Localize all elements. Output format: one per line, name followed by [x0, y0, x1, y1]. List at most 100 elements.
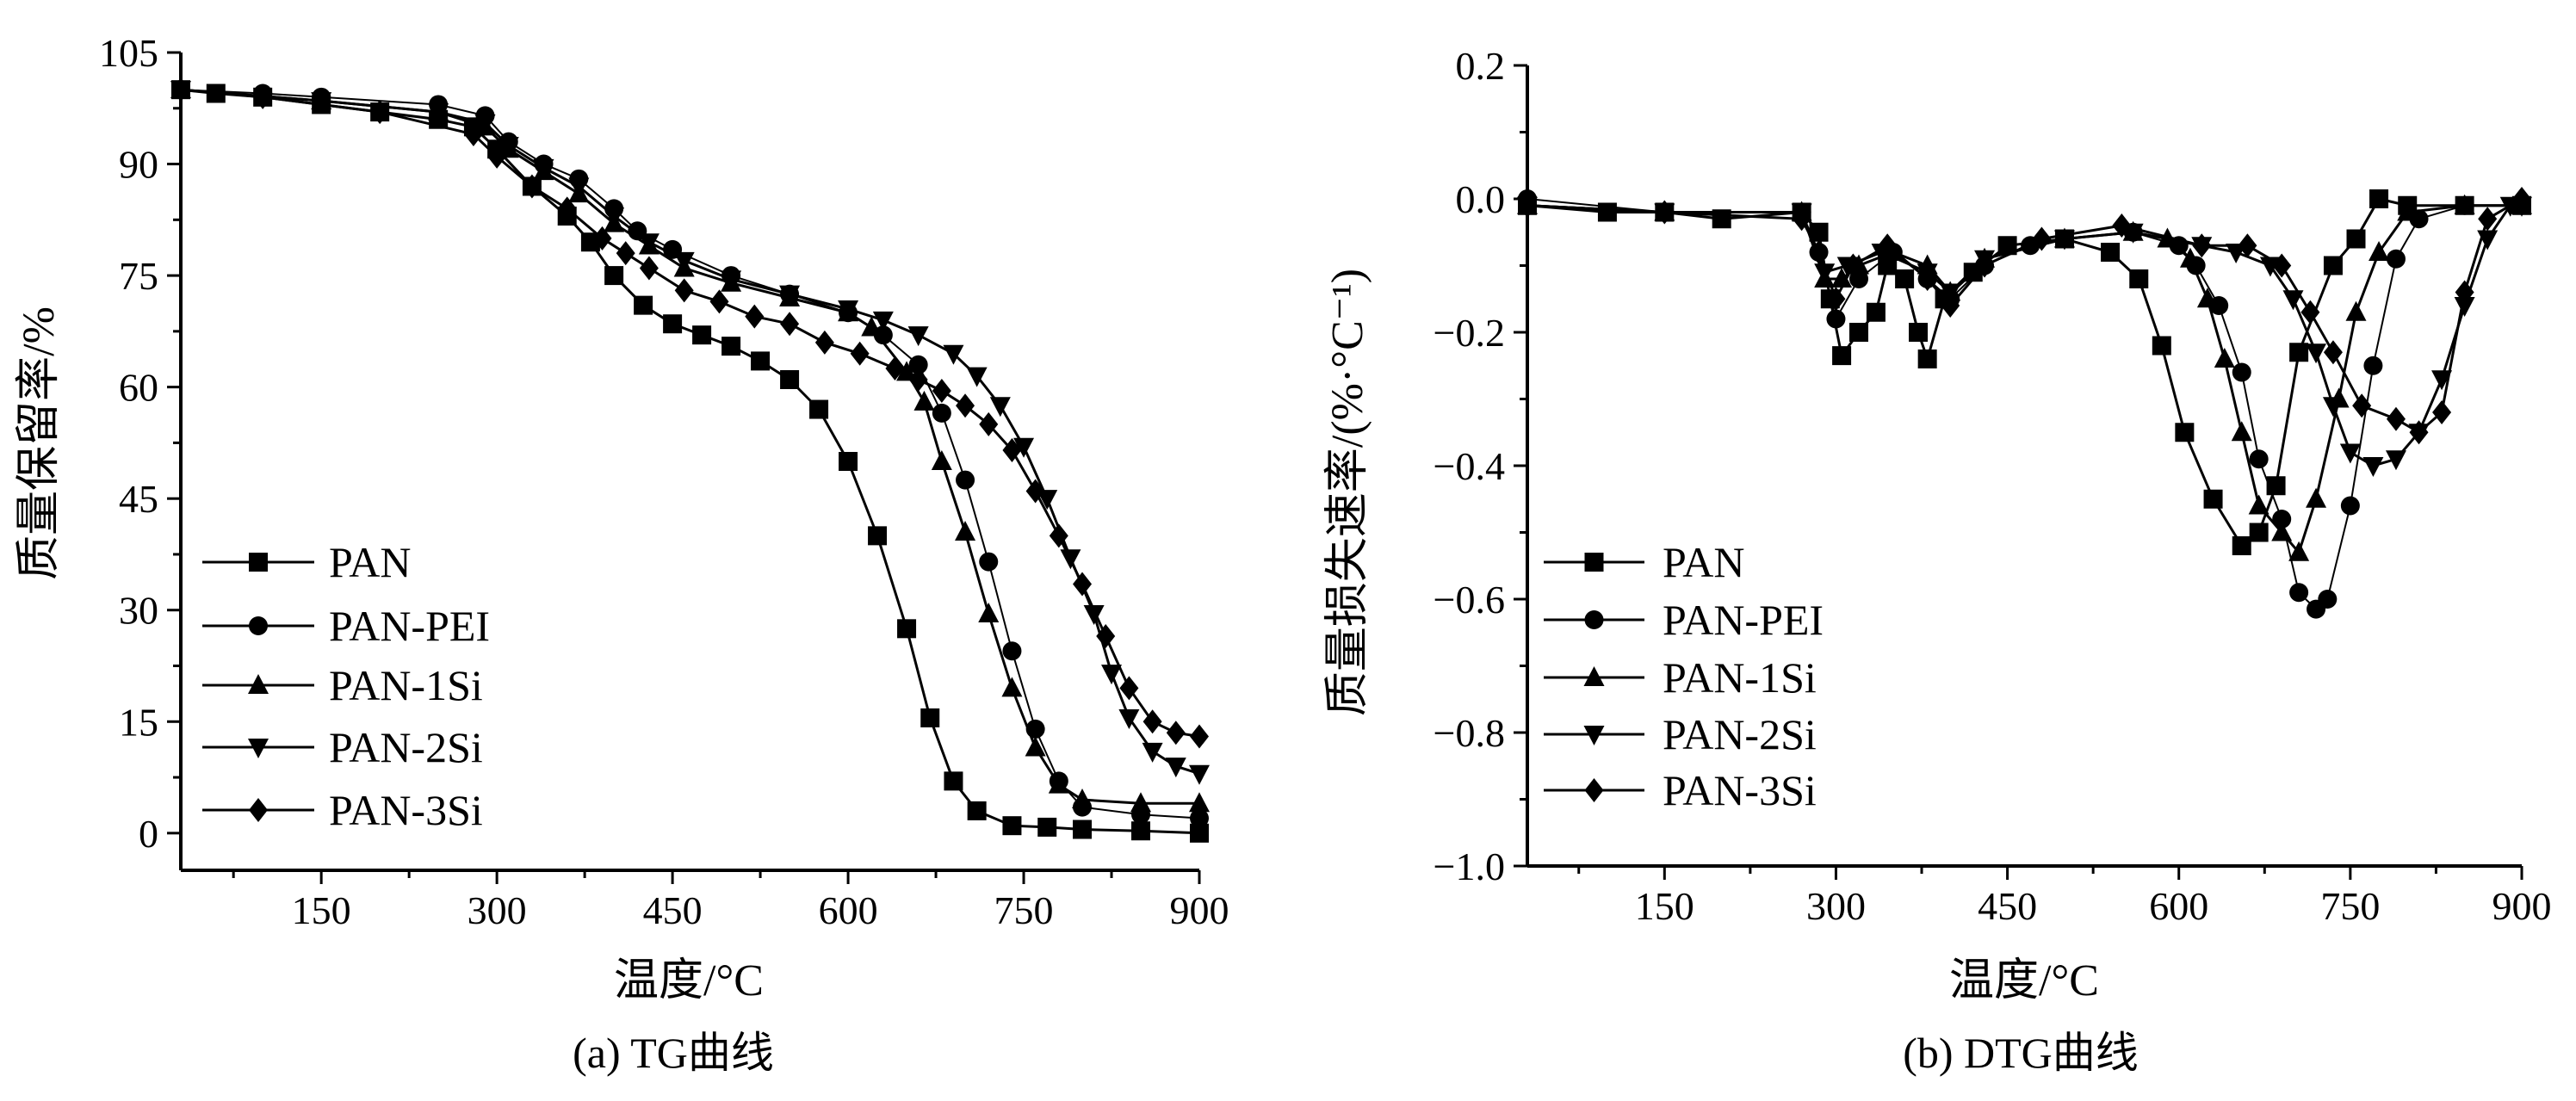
dtg-point-pan-2si	[2454, 297, 2475, 317]
dtg-point-pan	[1917, 349, 1937, 368]
dtg-point-pan	[2175, 423, 2195, 442]
dtg-point-pan-3si	[1518, 193, 1537, 218]
dtg-point-pan-2si	[2322, 397, 2344, 418]
dtg-legend-label: PAN-2Si	[1663, 710, 1817, 758]
dtg-legend-marker	[1583, 666, 1605, 686]
tg-point-pan	[920, 708, 940, 727]
dtg-legend-label: PAN	[1663, 538, 1744, 586]
tg-legend-marker	[249, 616, 268, 635]
tg-series-pan-pei	[171, 80, 1209, 828]
tg-point-pan	[604, 266, 624, 286]
dtg-point-pan-2si	[1814, 263, 1836, 284]
tg-legend-item: PAN-3Si	[202, 786, 483, 834]
tg-point-pan-3si	[1142, 709, 1162, 734]
tg-point-pan-3si	[487, 144, 507, 169]
tg-line-pan-3si	[180, 88, 1200, 738]
tg-point-pan-1si	[913, 390, 935, 411]
dtg-chart: 质量损失速率/(%·°C⁻¹) 温度/°C (b) DTG曲线 150 300 45…	[1323, 44, 2552, 1077]
tg-point-pan-3si	[850, 341, 870, 366]
dtg-y-tick-label: −0.6	[1434, 578, 1505, 622]
tg-point-pan-3si	[592, 226, 612, 251]
tg-point-pan-pei	[1002, 641, 1022, 661]
dtg-point-pan-pei	[2232, 362, 2251, 382]
tg-point-pan-3si	[979, 411, 999, 436]
dtg-point-pan-3si	[2386, 406, 2406, 431]
tg-point-pan-2si	[721, 270, 742, 291]
tg-point-pan-2si	[966, 367, 988, 387]
dtg-point-pan-1si	[2306, 487, 2327, 508]
dtg-legend-marker	[1584, 778, 1604, 802]
dtg-point-pan-2si	[2339, 443, 2361, 464]
tg-point-pan-3si	[616, 241, 635, 266]
dtg-point-pan	[1832, 346, 1852, 366]
dtg-y-tick-label: −1.0	[1434, 844, 1505, 888]
dtg-point-pan-3si	[1809, 240, 1829, 264]
tg-y-tick-label: 0	[139, 812, 158, 856]
dtg-legend-item: PAN-PEI	[1544, 596, 1824, 644]
tg-point-pan-2si	[1142, 742, 1163, 763]
tg-point-pan-3si	[1166, 721, 1186, 745]
dtg-ylabel: 质量损失速率/(%·°C⁻¹)	[1323, 269, 1372, 716]
tg-point-pan-3si	[956, 393, 975, 418]
tg-y-tick-label: 15	[119, 700, 158, 744]
tg-point-pan-1si	[1130, 792, 1152, 813]
tg-legend-item: PAN-2Si	[202, 723, 483, 771]
tg-y-tick-label: 45	[119, 477, 158, 521]
tg-point-pan-2si	[638, 233, 659, 254]
tg-series-pan-3si	[171, 77, 1209, 749]
dtg-legend-label: PAN-3Si	[1663, 766, 1817, 814]
dtg-point-pan-1si	[1831, 268, 1853, 288]
dtg-point-pan-1si	[2288, 541, 2310, 561]
tg-point-pan	[944, 771, 963, 791]
tg-point-pan-3si	[370, 100, 390, 125]
dtg-point-pan	[1909, 323, 1929, 342]
dtg-point-pan-1si	[2214, 348, 2235, 368]
dtg-point-pan-1si	[2345, 300, 2367, 321]
dtg-point-pan-pei	[2386, 249, 2406, 269]
tg-point-pan-3si	[1119, 676, 1139, 701]
tg-series-pan	[171, 80, 1209, 843]
dtg-point-pan-2si	[2431, 370, 2453, 391]
dtg-point-pan-3si	[2192, 233, 2212, 258]
tg-point-pan-2si	[779, 285, 801, 306]
dtg-y-tick-label: −0.4	[1434, 444, 1505, 488]
tg-xlabel: 温度/°C	[614, 956, 764, 1005]
dtg-point-pan-3si	[2478, 207, 2498, 232]
tg-x-tick-label: 750	[994, 888, 1054, 932]
dtg-legend-item: PAN-3Si	[1544, 766, 1817, 814]
dtg-point-pan-pei	[2340, 496, 2360, 516]
tg-point-pan-2si	[1101, 665, 1123, 685]
tg-point-pan-1si	[1001, 677, 1023, 697]
dtg-point-pan-1si	[2397, 201, 2418, 221]
tg-y-tick-label: 30	[119, 589, 158, 633]
tg-point-pan-1si	[955, 521, 976, 541]
tg-point-pan-2si	[872, 311, 894, 331]
tg-point-pan-2si	[673, 251, 695, 272]
tg-point-pan-3si	[709, 289, 729, 314]
dtg-x-tick-label: 600	[2149, 884, 2208, 928]
dtg-point-pan-2si	[2282, 290, 2304, 311]
dtg-point-pan-pei	[2318, 590, 2338, 609]
tg-point-pan-3si	[171, 77, 190, 102]
tg-legend-label: PAN-3Si	[329, 786, 483, 834]
tg-series-pan-2si	[170, 81, 1210, 785]
tg-x-tick-label: 900	[1170, 888, 1229, 932]
tg-y-tick-label: 90	[119, 143, 158, 187]
tg-point-pan-3si	[745, 304, 765, 329]
dtg-legend-item: PAN	[1544, 538, 1744, 586]
dtg-point-pan-3si	[1655, 200, 1675, 225]
dtg-legend-marker	[1584, 553, 1604, 572]
tg-point-pan-3si	[253, 84, 273, 109]
tg-point-pan-1si	[1189, 792, 1210, 813]
dtg-point-pan-3si	[1826, 287, 1846, 312]
tg-y-tick-label: 75	[119, 254, 158, 298]
tg-point-pan-2si	[1013, 437, 1035, 458]
tg-y-tick-label: 60	[119, 366, 158, 410]
dtg-point-pan-3si	[2238, 233, 2257, 258]
dtg-point-pan-pei	[2249, 449, 2269, 469]
dtg-point-pan-3si	[2300, 300, 2320, 325]
dtg-y-tick-label: 0.0	[1456, 177, 1506, 221]
tg-point-pan-3si	[1025, 479, 1045, 504]
tg-point-pan-2si	[474, 114, 496, 135]
dtg-point-pan-3si	[1941, 294, 1960, 318]
